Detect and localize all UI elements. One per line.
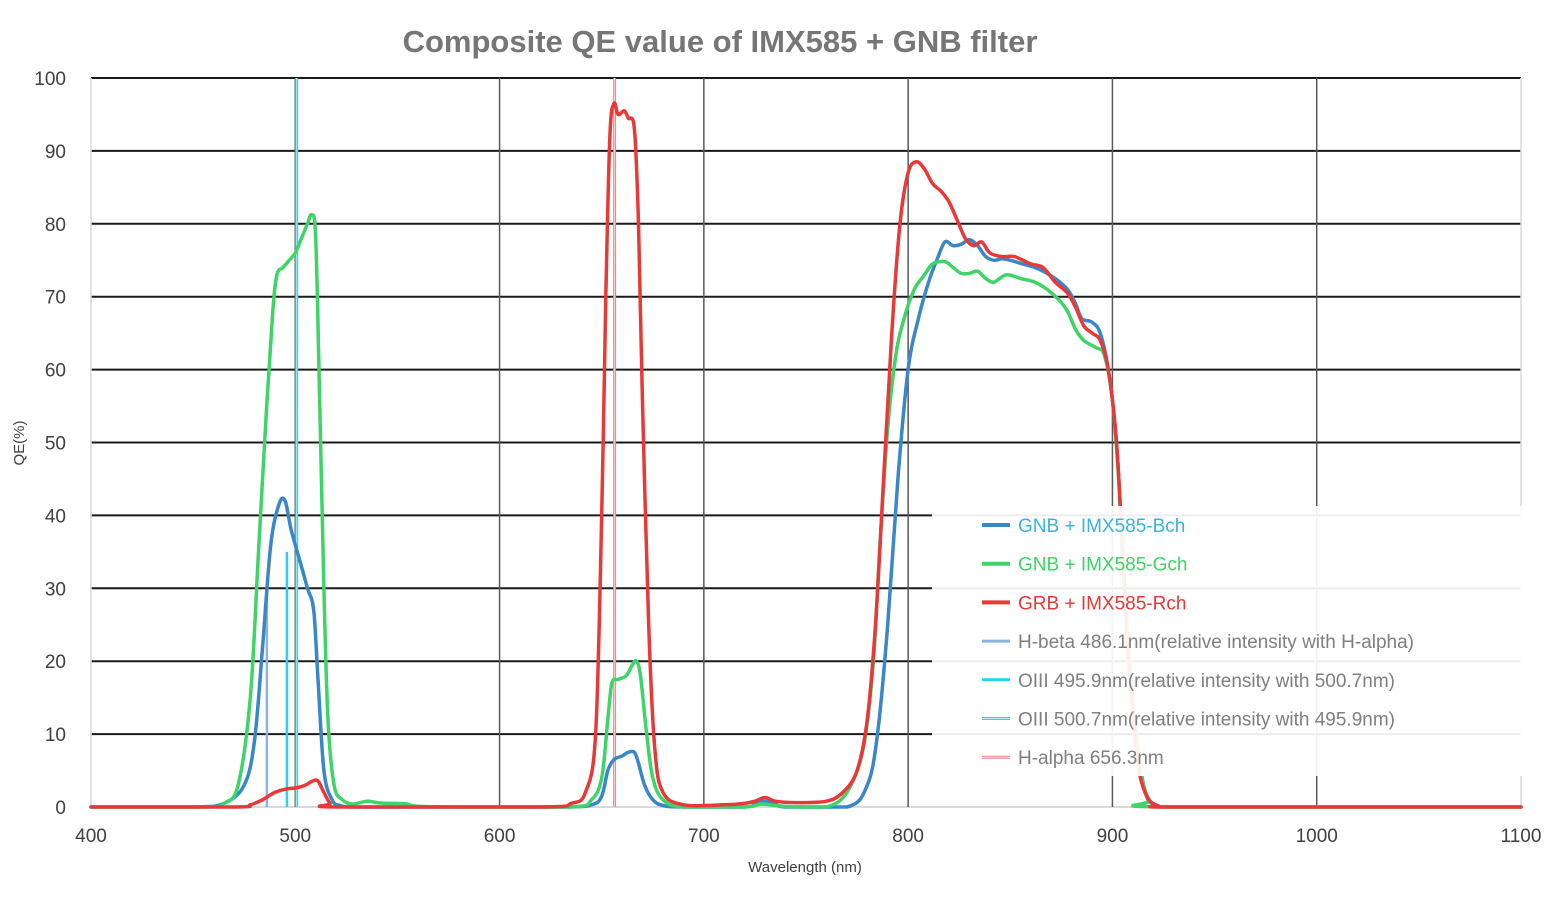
legend-label: H-beta 486.1nm(relative intensity with H… xyxy=(1018,632,1414,653)
x-tick-label: 500 xyxy=(279,826,311,847)
x-tick-label: 800 xyxy=(892,826,924,847)
y-tick-label: 80 xyxy=(45,215,66,236)
y-tick-label: 20 xyxy=(45,652,66,673)
legend-label: OIII 500.7nm(relative intensity with 495… xyxy=(1018,710,1395,731)
legend-item-1: GNB + IMX585-Gch xyxy=(982,555,1187,576)
y-tick-label: 40 xyxy=(45,506,66,527)
y-tick-label: 100 xyxy=(34,69,66,90)
y-tick-label: 60 xyxy=(45,361,66,382)
y-tick-label: 0 xyxy=(55,798,66,819)
legend-label: GNB + IMX585-Gch xyxy=(1018,555,1187,576)
y-axis-ticks: 0 10 20 30 40 50 60 70 80 90 100 xyxy=(34,69,66,819)
series-curve-2 xyxy=(89,101,1523,809)
series-curve-1 xyxy=(89,212,1523,809)
x-tick-label: 900 xyxy=(1097,826,1129,847)
legend-item-3: H-beta 486.1nm(relative intensity with H… xyxy=(982,632,1414,653)
y-tick-label: 50 xyxy=(45,434,66,455)
x-tick-label: 1100 xyxy=(1501,826,1542,847)
y-tick-label: 10 xyxy=(45,725,66,746)
legend-label: H-alpha 656.3nm xyxy=(1018,748,1164,769)
legend-label: OIII 495.9nm(relative intensity with 500… xyxy=(1018,671,1395,692)
grid-lines xyxy=(90,77,1522,808)
x-tick-label: 1000 xyxy=(1296,826,1338,847)
legend-box xyxy=(932,506,1522,776)
legend-item-6: H-alpha 656.3nm xyxy=(982,748,1164,769)
legend-item-2: GRB + IMX585-Rch xyxy=(982,593,1186,614)
y-tick-label: 90 xyxy=(45,142,66,163)
legend-label: GNB + IMX585-Bch xyxy=(1018,516,1185,537)
legend-item-0: GNB + IMX585-Bch xyxy=(982,516,1185,537)
legend-item-5: OIII 500.7nm(relative intensity with 495… xyxy=(982,710,1395,731)
x-tick-label: 400 xyxy=(75,826,107,847)
y-tick-label: 70 xyxy=(45,288,66,309)
x-tick-label: 600 xyxy=(484,826,516,847)
legend-label: GRB + IMX585-Rch xyxy=(1018,593,1186,614)
y-tick-label: 30 xyxy=(45,579,66,600)
series-layer xyxy=(89,78,1523,809)
chart-title: Composite QE value of IMX585 + GNB filte… xyxy=(403,24,1038,59)
series-curve-0 xyxy=(89,238,1523,809)
x-axis-ticks: 400 500 600 700 800 900 1000 1100 xyxy=(75,826,1541,847)
legend: GNB + IMX585-Bch GNB + IMX585-Gch GRB + IM… xyxy=(932,506,1522,776)
y-axis-label: QE(%) xyxy=(11,420,28,465)
legend-item-4: OIII 495.9nm(relative intensity with 500… xyxy=(982,671,1395,692)
x-tick-label: 700 xyxy=(688,826,720,847)
x-axis-label: Wavelength (nm) xyxy=(748,859,862,876)
